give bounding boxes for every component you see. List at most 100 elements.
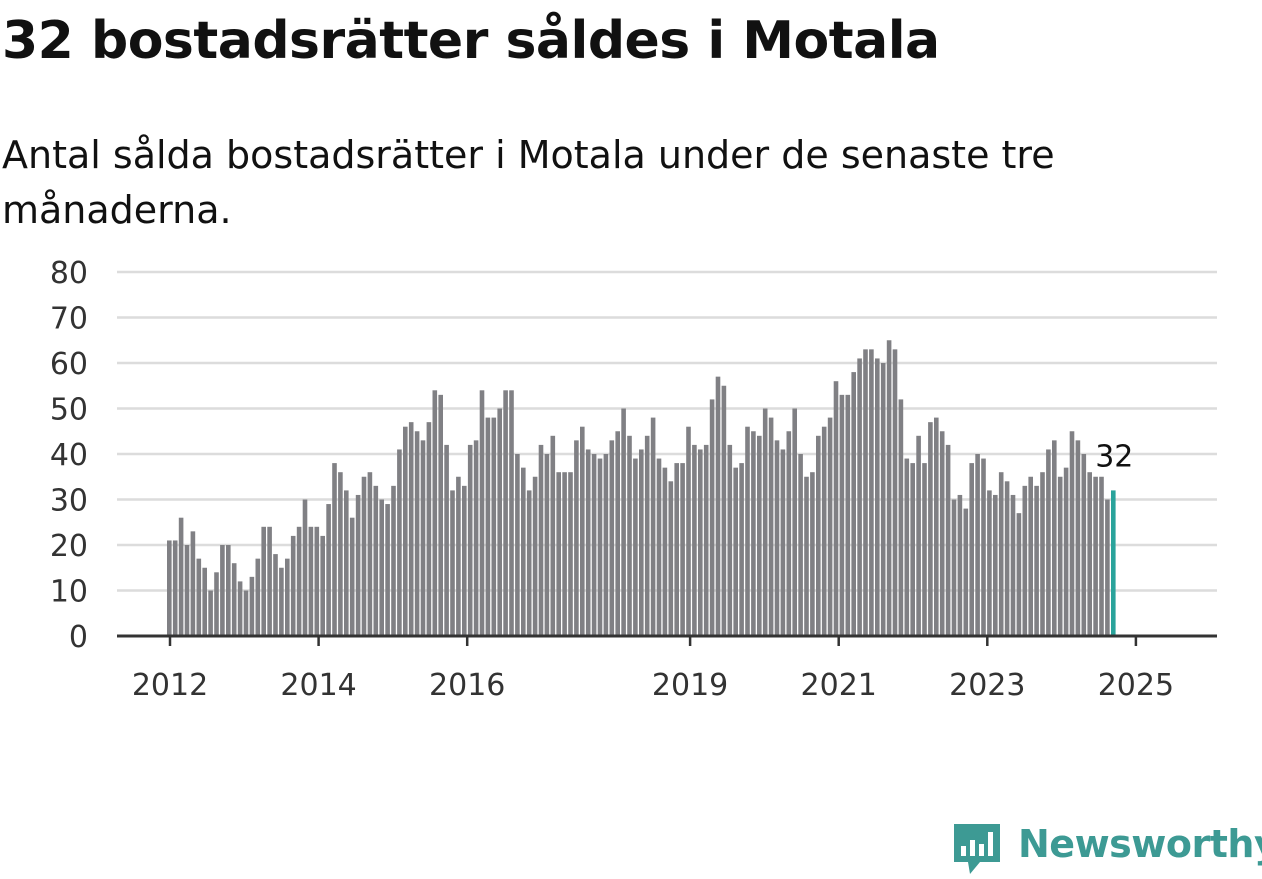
bar [1063,467,1069,636]
bar [379,499,384,636]
bar [768,417,774,636]
bar [302,499,308,636]
bar [231,563,237,636]
bar [928,422,933,636]
bar [361,476,367,636]
bar [863,349,868,636]
bar [774,440,780,636]
bar [267,526,272,636]
bar [574,440,579,636]
bar [792,408,797,636]
bar [851,372,856,636]
bars [167,340,1116,636]
bar [727,444,733,636]
highlight-value-label: 32 [1095,439,1133,474]
bar [916,435,921,636]
bar [827,417,833,636]
bar [314,526,320,636]
bar [503,390,508,636]
newsworthy-logo[interactable]: Newsworthy [950,818,1262,874]
bar [467,444,473,636]
bar [214,572,219,636]
bar [656,458,662,636]
bar [243,590,249,636]
y-tick-label: 10 [50,575,88,610]
bar [355,494,361,636]
bar [945,444,951,636]
bar [603,454,609,636]
y-tick-label: 20 [50,529,88,564]
bar [1075,440,1081,636]
bar [904,458,910,636]
bar [450,490,455,636]
bar [438,394,443,636]
bar [880,363,886,636]
bar [1087,472,1092,636]
x-tick-label: 2021 [801,668,877,703]
bar [975,454,980,636]
bar [414,431,420,636]
bar [556,472,561,636]
bar [491,417,497,636]
bar [473,440,479,636]
bar [344,490,349,636]
bar [662,467,668,636]
y-tick-label: 50 [50,393,88,428]
bar [703,444,709,636]
x-tick-label: 2014 [280,668,356,703]
bar [816,435,821,636]
bar [479,390,485,636]
x-tick-labels: 2012 2014 2016 2019 2021 2023 2025 [132,668,1174,703]
bar [585,449,591,636]
bar [886,340,892,636]
bar [326,504,331,636]
bar [184,545,190,636]
bar [1057,476,1063,636]
bar [462,485,467,636]
bar [780,449,786,636]
bar [591,454,597,636]
chart-subtitle: Antal sålda bostadsrätter i Motala under… [2,133,1055,232]
bar [998,472,1004,636]
bar [226,545,231,636]
bar [408,422,414,636]
bar [509,390,514,636]
bar [922,463,927,636]
bar [1099,476,1104,636]
bar [939,431,945,636]
bar [367,472,373,636]
bar [892,349,898,636]
y-tick-label: 0 [69,620,88,655]
bar [757,435,762,636]
bar [1046,449,1051,636]
bar [397,449,402,636]
data-labels: 32 [1095,439,1133,474]
bar [332,463,337,636]
bar [668,481,674,636]
bar [951,499,957,636]
bar [279,567,284,636]
bar [786,431,792,636]
bar [568,472,573,636]
bar [202,567,207,636]
bar [580,426,585,636]
bar [373,485,379,636]
x-tick-label: 2025 [1098,668,1174,703]
bar [1105,499,1110,636]
bar [609,440,615,636]
bar [1034,485,1039,636]
bar [420,440,426,636]
x-tick-label: 2012 [132,668,208,703]
bar [845,394,851,636]
bar [403,426,408,636]
bar [810,472,815,636]
bar [969,463,974,636]
x-tick-label: 2016 [429,668,505,703]
bar [739,463,744,636]
bar [639,449,644,636]
bar [456,476,461,636]
bar [692,444,697,636]
bar [597,458,603,636]
bar [290,535,296,636]
bar [208,590,213,636]
